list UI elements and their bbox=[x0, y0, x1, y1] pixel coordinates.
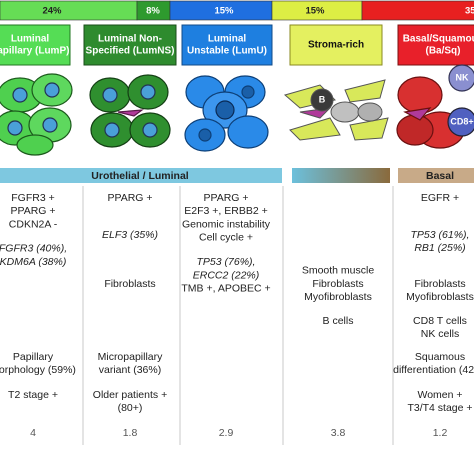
markers-text: EGFR + bbox=[421, 192, 459, 204]
survival-text: 1.8 bbox=[123, 427, 138, 439]
histology-text: differentiation (42%) bbox=[393, 364, 474, 376]
proportion-segment bbox=[0, 0, 138, 21]
clinical-text: T2 stage + bbox=[8, 389, 58, 401]
survival-text: 1.2 bbox=[433, 427, 448, 439]
markers-text: PPARG + bbox=[203, 192, 248, 204]
mutations-text: ELF3 (35%) bbox=[102, 229, 158, 241]
mutations-text: KDM6A (38%) bbox=[0, 256, 66, 268]
proportion-segment bbox=[361, 0, 474, 21]
markers-text: FGFR3 + bbox=[11, 192, 54, 204]
immune-text: CD8 T cells bbox=[413, 315, 467, 327]
histology-text: Micropapillary bbox=[98, 351, 164, 363]
group-band bbox=[398, 168, 474, 183]
proportion-label: 35% bbox=[465, 6, 474, 17]
cell-illustration bbox=[0, 73, 73, 156]
stroma-text: Fibroblasts bbox=[312, 278, 363, 290]
survival-text: 2.9 bbox=[219, 427, 234, 439]
cell-label: CD8+ bbox=[450, 116, 473, 126]
stroma-text: Smooth muscle bbox=[302, 264, 375, 276]
subtype-name: Specified (LumNS) bbox=[86, 46, 175, 57]
cell-illustration bbox=[89, 74, 171, 148]
column-divider bbox=[82, 186, 394, 445]
cell-illustration bbox=[184, 75, 269, 152]
cell-label: NK bbox=[456, 72, 469, 82]
survival-text: 4 bbox=[30, 427, 36, 439]
survival-text: 3.8 bbox=[331, 427, 346, 439]
subtype-name: Papillary (LumP) bbox=[0, 46, 69, 57]
mutations-text: FGFR3 (40%), bbox=[0, 243, 67, 255]
subtype-box bbox=[83, 24, 177, 66]
proportion-label: 8% bbox=[146, 6, 160, 17]
stroma-text: Fibroblasts bbox=[414, 278, 465, 290]
proportion-label: 24% bbox=[42, 6, 62, 17]
group-band bbox=[292, 168, 390, 183]
markers-text: PPARG + bbox=[107, 192, 152, 204]
subtype-box bbox=[181, 24, 273, 66]
subtype-name: Luminal bbox=[11, 34, 50, 45]
histology-text: Squamous bbox=[415, 351, 465, 363]
clinical-text: Women + bbox=[417, 389, 462, 401]
subtype-box bbox=[289, 24, 383, 66]
subtype-name: Luminal Non- bbox=[98, 34, 162, 45]
cell-label: B bbox=[319, 94, 326, 104]
stroma-text: Fibroblasts bbox=[104, 278, 155, 290]
mutations-text: ERCC2 (22%) bbox=[193, 269, 260, 281]
markers-text: CDKN2A - bbox=[9, 218, 58, 230]
immune-text: NK cells bbox=[421, 328, 460, 340]
markers-text: E2F3 +, ERBB2 + bbox=[184, 205, 267, 217]
subtype-box bbox=[397, 24, 474, 66]
subtype-name: Stroma-rich bbox=[308, 40, 364, 51]
subtype-box bbox=[0, 24, 71, 66]
stroma-text: Myofibroblasts bbox=[304, 291, 372, 303]
subtype-name: Luminal bbox=[208, 34, 247, 45]
group-label: Urothelial / Luminal bbox=[91, 170, 189, 182]
features-text: TMB +, APOBEC + bbox=[181, 283, 270, 295]
cell-illustration bbox=[283, 79, 389, 141]
histology-text: morphology (59%) bbox=[0, 364, 76, 376]
group-band bbox=[0, 168, 282, 183]
markers-text: Cell cycle + bbox=[199, 232, 253, 244]
cell-illustration bbox=[396, 64, 474, 149]
clinical-text: T3/T4 stage + bbox=[407, 402, 472, 414]
proportion-label: 15% bbox=[305, 6, 325, 17]
subtype-name: (Ba/Sq) bbox=[426, 46, 461, 57]
markers-text: Genomic instability bbox=[182, 218, 271, 230]
mutations-text: TP53 (76%), bbox=[197, 256, 256, 268]
subtype-name: Unstable (LumU) bbox=[187, 46, 267, 57]
histology-text: Papillary bbox=[13, 351, 54, 363]
group-label: Basal bbox=[426, 170, 454, 182]
clinical-text: Older patients + bbox=[93, 389, 167, 401]
histology-text: variant (36%) bbox=[99, 364, 161, 376]
stroma-text: Myofibroblasts bbox=[406, 291, 474, 303]
proportion-label: 15% bbox=[214, 6, 234, 17]
immune-text: B cells bbox=[323, 315, 354, 327]
markers-text: PPARG + bbox=[10, 205, 55, 217]
mutations-text: TP53 (61%), bbox=[411, 229, 470, 241]
clinical-text: (80+) bbox=[118, 402, 143, 414]
subtype-name: Basal/Squamous bbox=[403, 34, 474, 45]
mutations-text: RB1 (25%) bbox=[414, 242, 465, 254]
